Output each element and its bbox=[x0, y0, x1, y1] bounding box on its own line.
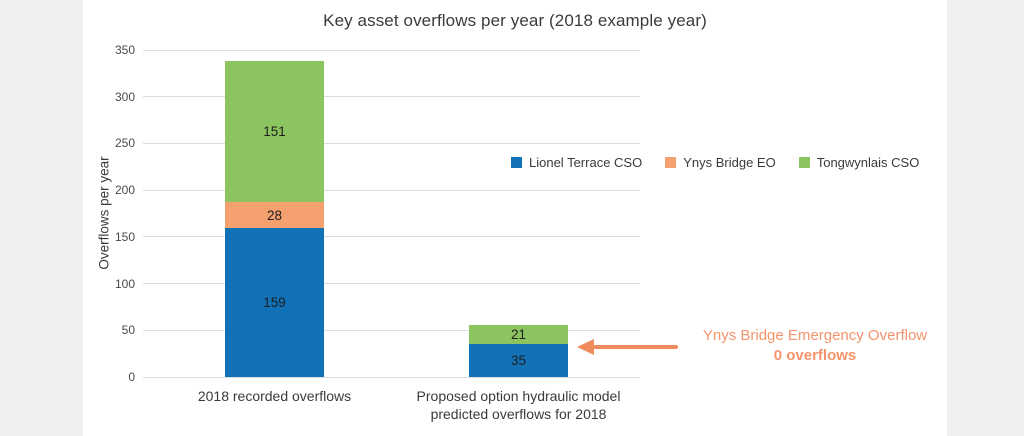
gridline bbox=[143, 96, 640, 98]
legend-swatch bbox=[665, 157, 677, 168]
legend: Lionel Terrace CSO Ynys Bridge EO Tongwynl… bbox=[511, 155, 919, 170]
bar-value-label: 28 bbox=[266, 207, 283, 223]
y-axis-title: Overflows per year bbox=[96, 156, 112, 270]
bar-segment: 159 bbox=[225, 228, 324, 377]
bar-value-label: 151 bbox=[263, 124, 286, 140]
bar-segment: 151 bbox=[225, 61, 324, 203]
plot-area: 159 28 151 35 21 bbox=[143, 49, 640, 378]
y-tick-label: 200 bbox=[114, 183, 135, 198]
y-tick-label: 100 bbox=[114, 276, 135, 291]
annotation-arrow-line bbox=[593, 345, 678, 349]
annotation-arrow-icon bbox=[577, 339, 594, 355]
chart-title: Key asset overflows per year (2018 examp… bbox=[323, 11, 707, 30]
gridline bbox=[143, 329, 640, 331]
legend-label: Ynys Bridge EO bbox=[683, 155, 776, 170]
y-tick-label: 300 bbox=[114, 89, 135, 104]
y-tick-label: 250 bbox=[114, 136, 135, 151]
bar-value-label: 35 bbox=[510, 353, 527, 369]
y-tick-label: 150 bbox=[114, 229, 135, 244]
legend-swatch bbox=[798, 157, 810, 168]
chart-panel: Key asset overflows per year (2018 examp… bbox=[83, 0, 947, 436]
gridline bbox=[143, 236, 640, 238]
legend-item: Lionel Terrace CSO bbox=[511, 155, 642, 170]
legend-label: Tongwynlais CSO bbox=[816, 155, 920, 170]
y-tick-label: 50 bbox=[121, 323, 135, 338]
bar-segment: 35 bbox=[469, 344, 568, 377]
x-category-label: Proposed option hydraulic model predicte… bbox=[416, 388, 621, 422]
gridline bbox=[143, 189, 640, 191]
legend-item: Ynys Bridge EO bbox=[665, 155, 776, 170]
annotation-text: Ynys Bridge Emergency Overflow 0 overflo… bbox=[695, 326, 935, 365]
bar-value-label: 21 bbox=[510, 327, 527, 342]
legend-label: Lionel Terrace CSO bbox=[529, 155, 643, 170]
y-tick-label: 350 bbox=[114, 43, 135, 57]
bar-segment: 28 bbox=[225, 202, 324, 229]
legend-swatch bbox=[511, 157, 522, 168]
gridline bbox=[143, 283, 640, 285]
bar-value-label: 159 bbox=[263, 295, 286, 311]
legend-item: Tongwynlais CSO bbox=[798, 155, 920, 170]
gridline bbox=[143, 142, 640, 144]
x-category-label: 2018 recorded overflows bbox=[197, 388, 352, 404]
gridline bbox=[143, 376, 640, 378]
y-tick-label: 0 bbox=[128, 370, 135, 384]
gridline bbox=[143, 49, 640, 51]
annotation-line2: 0 overflows bbox=[773, 346, 857, 364]
bar-segment: 21 bbox=[469, 324, 568, 345]
annotation-line1: Ynys Bridge Emergency Overflow bbox=[702, 327, 928, 344]
